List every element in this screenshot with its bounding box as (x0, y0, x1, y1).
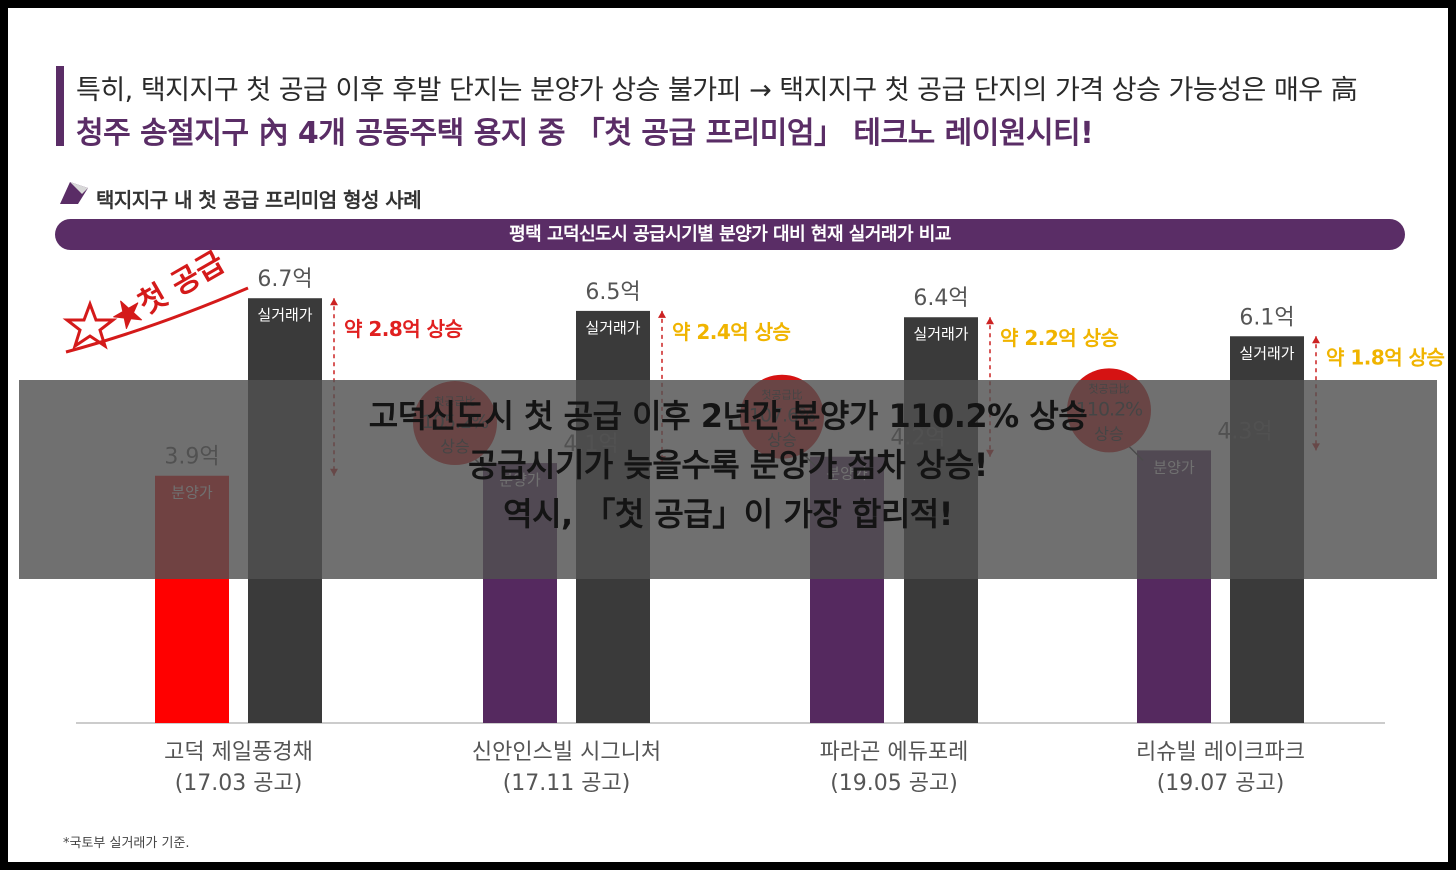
section-title: 택지지구 내 첫 공급 프리미엄 형성 사례 (96, 188, 422, 212)
header-line-2: 청주 송절지구 內 4개 공동주택 용지 중 「첫 공급 프리미엄」 테크노 레… (76, 116, 1094, 151)
header-line-1: 특히, 택지지구 첫 공급 이후 후발 단지는 분양가 상승 불가피 → 택지지… (76, 75, 1358, 106)
trade-bar-label: 실거래가 (1239, 344, 1294, 362)
trade-bar-label: 실거래가 (585, 319, 640, 337)
increase-label: 약 2.4억 상승 (672, 320, 791, 344)
category-label: 리슈빌 레이크파크 (1136, 740, 1305, 765)
increase-arrow-head (658, 310, 666, 318)
trade-value-label: 6.1억 (1239, 305, 1294, 330)
trade-value-label: 6.4억 (913, 286, 968, 311)
chart-title: 평택 고덕신도시 공급시기별 분양가 대비 현재 실거래가 비교 (55, 219, 1405, 250)
increase-arrow-head (330, 298, 338, 306)
trade-value-label: 6.5억 (585, 280, 640, 305)
increase-label: 약 2.8억 상승 (344, 317, 463, 341)
category-date-label: (19.07 공고) (1157, 771, 1285, 796)
first-supply-stamp: ★첫 공급 (62, 245, 249, 354)
trade-bar-label: 실거래가 (913, 325, 968, 343)
stamp-underline (65, 286, 249, 354)
summary-line-2: 공급시기가 늦을수록 분양가 점차 상승! (468, 446, 988, 484)
increase-arrow-head (1312, 336, 1320, 344)
trade-bar-label: 실거래가 (257, 306, 312, 324)
section-marker-icon (60, 182, 88, 204)
increase-arrow-head (986, 317, 994, 325)
category-label: 파라곤 에듀포레 (820, 740, 969, 765)
category-date-label: (19.05 공고) (830, 771, 958, 796)
footnote: *국토부 실거래가 기준. (63, 836, 190, 851)
increase-label: 약 2.2억 상승 (1000, 326, 1119, 350)
summary-line-3: 역시, 「첫 공급」이 가장 합리적! (503, 495, 953, 533)
category-label: 신안인스빌 시그니처 (472, 740, 661, 765)
trade-value-label: 6.7억 (257, 267, 312, 292)
category-date-label: (17.03 공고) (175, 771, 303, 796)
header-accent-bar (56, 66, 64, 146)
summary-overlay-band (19, 380, 1437, 579)
increase-label: 약 1.8억 상승 (1326, 345, 1445, 369)
star-icon (62, 299, 118, 350)
summary-overlay-text: 고덕신도시 첫 공급 이후 2년간 분양가 110.2% 상승 공급시기가 늦을… (8, 392, 1448, 539)
first-supply-stamp-text: ★첫 공급 (107, 245, 231, 337)
slide: 특히, 택지지구 첫 공급 이후 후발 단지는 분양가 상승 불가피 → 택지지… (8, 8, 1448, 862)
category-label: 고덕 제일풍경채 (164, 740, 313, 765)
summary-line-1: 고덕신도시 첫 공급 이후 2년간 분양가 110.2% 상승 (368, 397, 1088, 435)
category-date-label: (17.11 공고) (503, 771, 631, 796)
